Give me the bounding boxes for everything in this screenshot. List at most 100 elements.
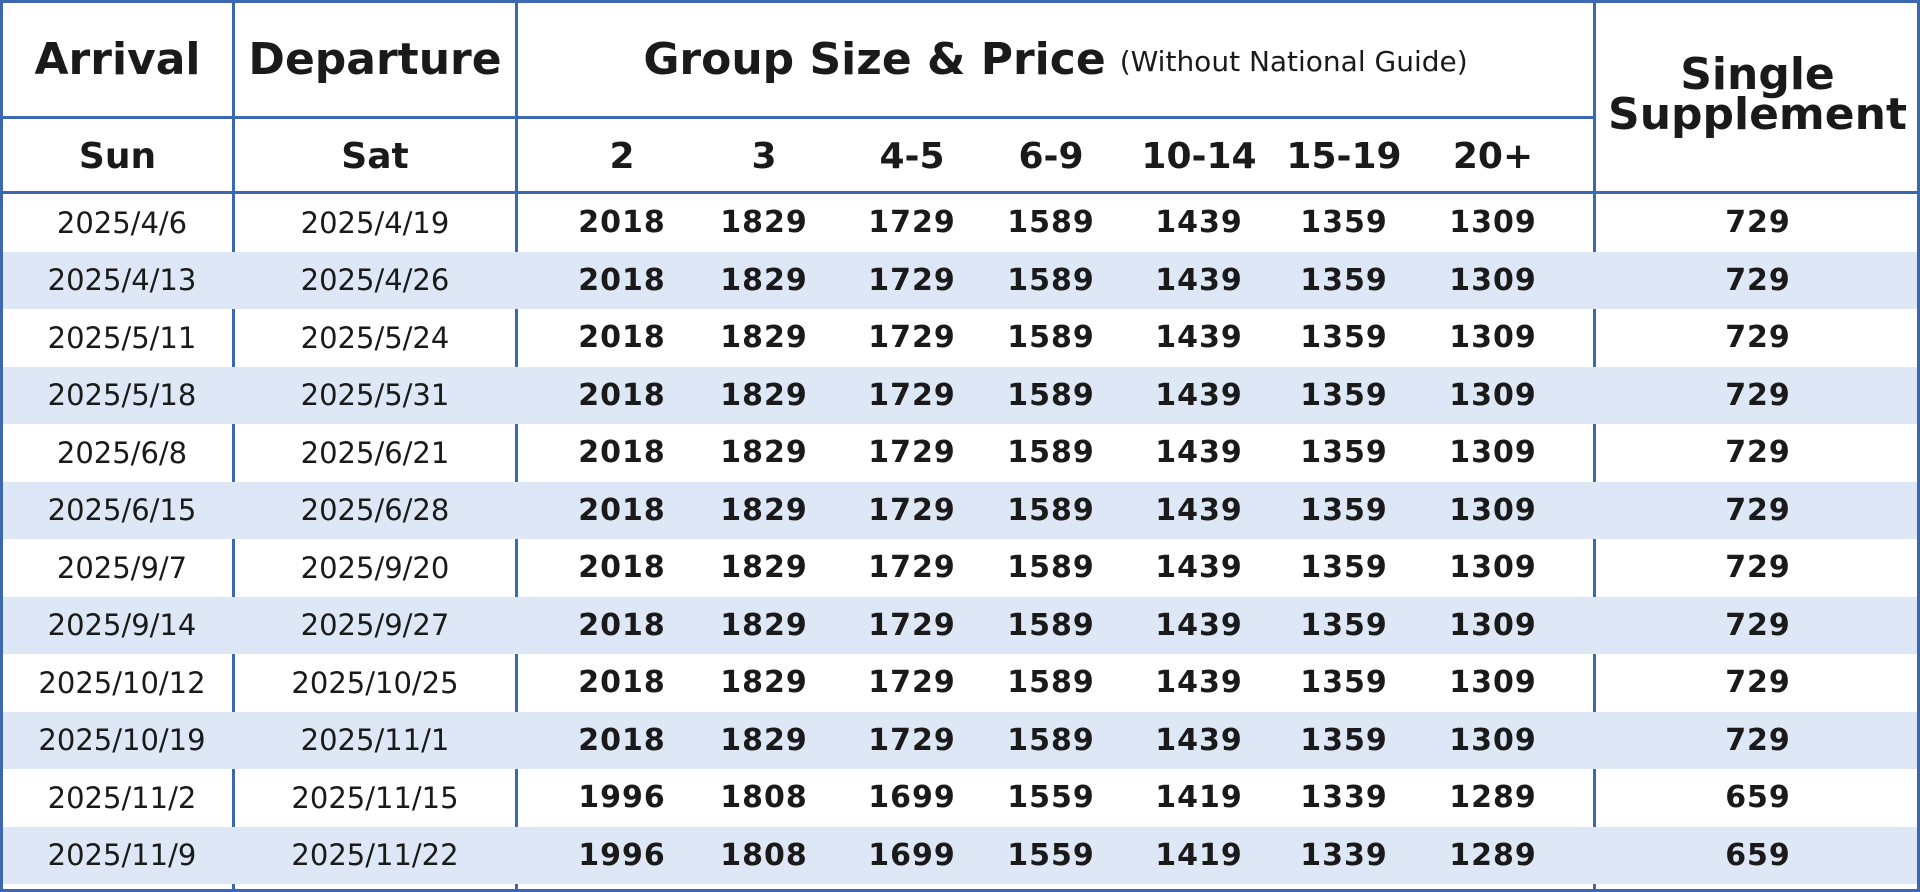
price-cell: 1829 — [720, 492, 808, 528]
price-cell: 1589 — [1007, 550, 1095, 586]
price-cell: 1829 — [720, 550, 808, 586]
price-cell: 1589 — [1007, 377, 1095, 413]
price-cell: 1996 — [578, 837, 666, 873]
arrival-date: 2025/9/14 — [47, 608, 197, 643]
single-supplement-price: 659 — [1725, 780, 1791, 816]
price-cell: 1439 — [1155, 205, 1243, 241]
group-size-price-header: Group Size & Price (Without National Gui… — [518, 3, 1593, 116]
departure-date: 2025/9/20 — [300, 550, 450, 585]
departure-header: Departure — [248, 34, 502, 85]
price-cell: 2018 — [578, 722, 666, 758]
arrival-header: Arrival — [34, 34, 201, 85]
table-row: 2025/6/15 2025/6/28 2018 1829 1729 1589 1439 13… — [3, 481, 1917, 539]
price-cell: 1309 — [1449, 205, 1537, 241]
price-cell: 1439 — [1155, 665, 1243, 701]
arrival-date: 2025/10/19 — [38, 723, 206, 758]
price-cell: 2018 — [578, 550, 666, 586]
single-supplement-price: 729 — [1725, 665, 1791, 701]
price-cell: 1359 — [1300, 550, 1388, 586]
price-cell: 1829 — [720, 262, 808, 298]
price-cell: 1589 — [1007, 665, 1095, 701]
table-row: 2025/11/2 2025/11/15 1996 1808 1699 1559 1419 1… — [3, 769, 1917, 827]
group-size-header: 20+ — [1452, 136, 1534, 177]
divider-arrival-departure — [232, 3, 235, 889]
table-row: 2025/10/12 2025/10/25 2018 1829 1729 1589 1439… — [3, 654, 1917, 712]
single-supplement-price: 729 — [1725, 205, 1791, 241]
arrival-day-header: Sun — [78, 136, 157, 177]
price-cell: 1589 — [1007, 205, 1095, 241]
price-cell: 1729 — [868, 722, 956, 758]
single-supplement-price: 729 — [1725, 722, 1791, 758]
departure-date: 2025/10/25 — [291, 665, 459, 700]
price-cell: 1419 — [1155, 837, 1243, 873]
single-supplement-price: 659 — [1725, 837, 1791, 873]
price-cell: 1729 — [868, 262, 956, 298]
arrival-date: 2025/5/18 — [47, 378, 197, 413]
price-cell: 1589 — [1007, 607, 1095, 643]
price-cell: 1829 — [720, 607, 808, 643]
price-cell: 1309 — [1449, 262, 1537, 298]
price-cell: 1309 — [1449, 435, 1537, 471]
table-body: 2025/4/6 2025/4/19 2018 1829 1729 1589 1439 135… — [3, 194, 1917, 884]
single-supplement-header: Single Supplement — [1598, 3, 1917, 191]
price-cell: 1439 — [1155, 262, 1243, 298]
price-cell: 1729 — [868, 435, 956, 471]
price-cell: 1829 — [720, 377, 808, 413]
price-cell: 1289 — [1449, 780, 1537, 816]
price-cell: 1829 — [720, 320, 808, 356]
price-cell: 1829 — [720, 205, 808, 241]
arrival-date: 2025/10/12 — [38, 665, 206, 700]
price-cell: 1359 — [1300, 377, 1388, 413]
price-cell: 2018 — [578, 377, 666, 413]
price-cell: 1309 — [1449, 377, 1537, 413]
price-cell: 1439 — [1155, 722, 1243, 758]
price-cell: 2018 — [578, 262, 666, 298]
group-title: Group Size & Price — [643, 34, 1106, 85]
price-cell: 1309 — [1449, 550, 1537, 586]
single-supplement-price: 729 — [1725, 550, 1791, 586]
table-row: 2025/9/7 2025/9/20 2018 1829 1729 1589 1439 135… — [3, 539, 1917, 597]
single-supplement-line1: Single — [1680, 49, 1835, 100]
group-size-header: 3 — [751, 136, 777, 177]
price-cell: 1309 — [1449, 722, 1537, 758]
divider-departure-prices — [515, 3, 518, 889]
price-cell: 1829 — [720, 435, 808, 471]
price-cell: 1589 — [1007, 492, 1095, 528]
single-supplement-price: 729 — [1725, 492, 1791, 528]
arrival-date: 2025/6/15 — [47, 493, 197, 528]
arrival-date: 2025/6/8 — [56, 435, 188, 470]
price-cell: 1439 — [1155, 377, 1243, 413]
price-cell: 1439 — [1155, 607, 1243, 643]
departure-date: 2025/5/24 — [300, 320, 450, 355]
table-row: 2025/4/13 2025/4/26 2018 1829 1729 1589 1439 13… — [3, 251, 1917, 309]
group-size-header: 6-9 — [1018, 136, 1084, 177]
price-cell: 1729 — [868, 377, 956, 413]
price-cell: 1699 — [868, 780, 956, 816]
price-cell: 1359 — [1300, 205, 1388, 241]
price-cell: 1439 — [1155, 492, 1243, 528]
price-cell: 1699 — [868, 837, 956, 873]
price-cell: 2018 — [578, 320, 666, 356]
price-cell: 1829 — [720, 665, 808, 701]
group-size-header: 15-19 — [1286, 136, 1402, 177]
price-cell: 1559 — [1007, 837, 1095, 873]
price-cell: 1339 — [1300, 780, 1388, 816]
arrival-date: 2025/9/7 — [56, 550, 188, 585]
price-cell: 2018 — [578, 492, 666, 528]
price-cell: 1339 — [1300, 837, 1388, 873]
single-supplement-price: 729 — [1725, 607, 1791, 643]
price-cell: 1359 — [1300, 492, 1388, 528]
table-row: 2025/11/9 2025/11/22 1996 1808 1699 1559 1419 1… — [3, 826, 1917, 884]
table-row: 2025/9/14 2025/9/27 2018 1829 1729 1589 1439 13… — [3, 596, 1917, 654]
price-cell: 1309 — [1449, 492, 1537, 528]
group-size-header: 4-5 — [879, 136, 945, 177]
price-cell: 1359 — [1300, 722, 1388, 758]
price-cell: 2018 — [578, 665, 666, 701]
departure-date: 2025/6/28 — [300, 493, 450, 528]
price-cell: 1439 — [1155, 320, 1243, 356]
departure-date: 2025/6/21 — [300, 435, 450, 470]
price-cell: 1729 — [868, 550, 956, 586]
departure-date: 2025/4/26 — [300, 263, 450, 298]
price-cell: 2018 — [578, 435, 666, 471]
